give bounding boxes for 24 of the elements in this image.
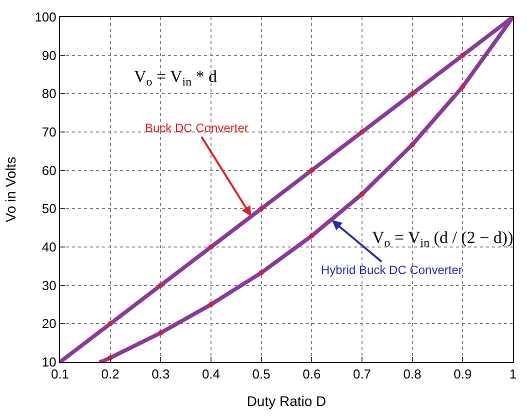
y-tick-label: 30 <box>42 278 56 293</box>
y-tick-label: 70 <box>42 124 56 140</box>
y-tick-label: 40 <box>42 240 56 255</box>
annotation: Buck DC Converter <box>145 121 248 135</box>
annotation: Hybrid Buck DC Converter <box>321 263 462 277</box>
x-tick-label: 0.6 <box>302 366 321 382</box>
x-tick-label: 0.3 <box>152 366 170 382</box>
y-tick-label: 20 <box>42 316 56 332</box>
x-axis-title: Duty Ratio D <box>246 392 326 409</box>
x-tick-label: 0.7 <box>352 366 372 382</box>
x-tick-label: 0.4 <box>202 366 220 382</box>
y-tick-label: 80 <box>42 86 56 102</box>
y-axis-title: Vo in Volts <box>2 156 18 222</box>
x-tick-label: 0.9 <box>454 366 472 382</box>
y-tick-label: 50 <box>42 201 56 216</box>
y-tick-label: 100 <box>34 10 56 25</box>
x-tick-label: 1 <box>509 366 517 382</box>
x-tick-label: 0.8 <box>403 366 422 382</box>
x-tick-label: 0.5 <box>252 366 270 382</box>
x-tick-label: 0.2 <box>101 366 120 382</box>
annotation: V$_{o}$ = V$_{in}$ * d <box>134 67 218 89</box>
y-tick-label: 60 <box>42 162 56 178</box>
y-tick-label: 90 <box>42 48 56 63</box>
annotation: V$_{o}$ = V$_{in}$ (d / (2 − d)) <box>372 228 514 250</box>
